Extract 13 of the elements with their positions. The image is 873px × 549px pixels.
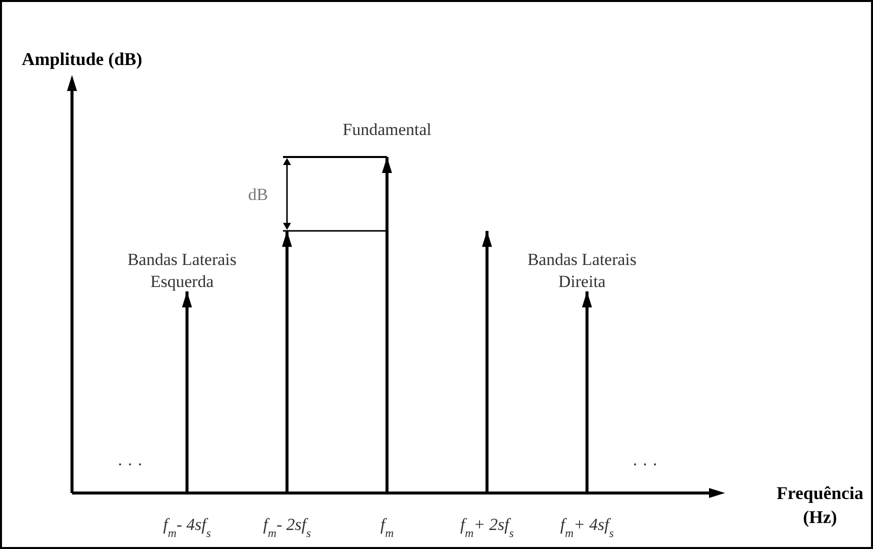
x-tick-label: f$_{m}$+ 4sf$_{s}$ xyxy=(560,515,614,540)
x-tick-label: f$_{m}$- 2sf$_{s}$ xyxy=(263,515,312,540)
annotation: dB xyxy=(248,185,268,204)
annotation: · · · xyxy=(632,455,658,474)
x-axis-title: Frequência (Hz) xyxy=(776,483,864,527)
annotation: · · · xyxy=(117,455,143,474)
x-tick-label: f$_{m}$+ 2sf$_{s}$ xyxy=(460,515,514,540)
x-tick-label: f$_{m}$- 4sf$_{s}$ xyxy=(163,515,212,540)
annotation: Bandas Laterais Esquerda xyxy=(127,250,237,291)
x-tick-label: f$_{m}$ xyxy=(380,515,394,540)
annotation: Bandas Laterais Direita xyxy=(527,250,637,291)
text: Fundamental xyxy=(342,120,432,139)
y-axis-title: Amplitude (dB) xyxy=(22,49,142,69)
